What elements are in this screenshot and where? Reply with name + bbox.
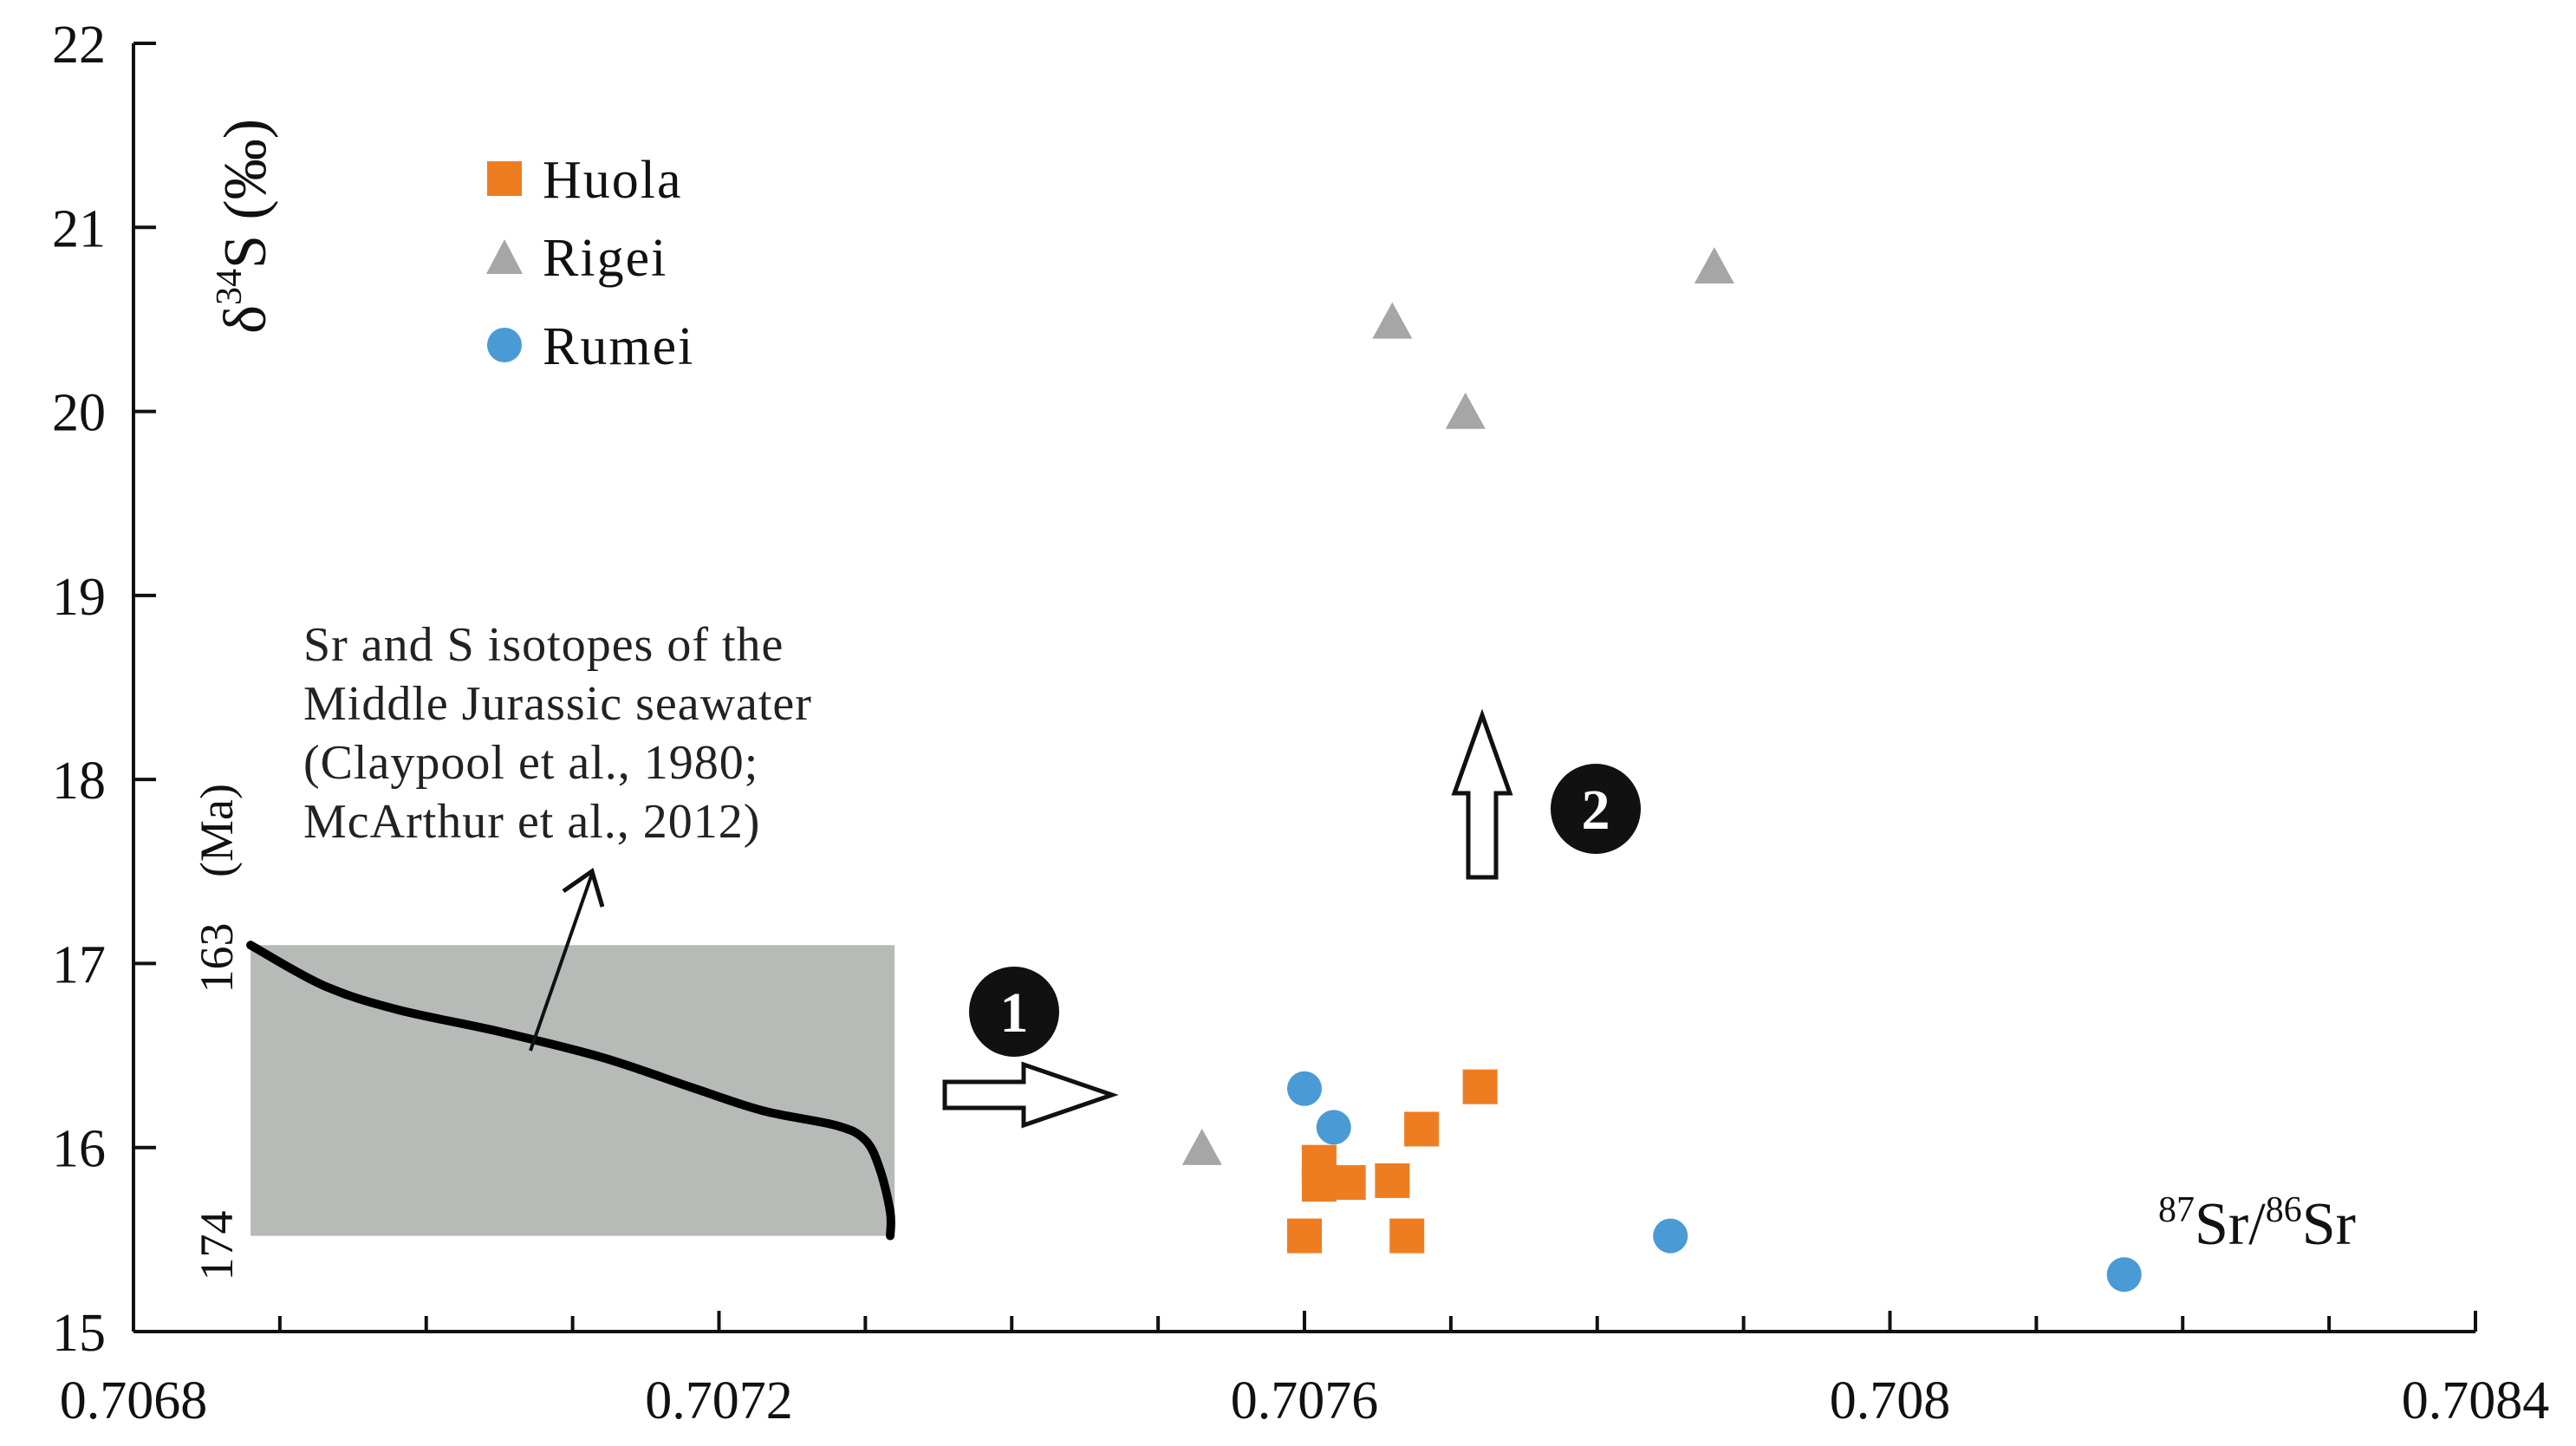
point-rumei (1653, 1218, 1688, 1254)
y-tick-label: 15 (52, 1304, 106, 1363)
note-pointer-arrow (529, 867, 605, 1052)
marker-one-label: 1 (1000, 981, 1029, 1045)
point-huola (1375, 1163, 1410, 1198)
age-top-label: 163 (191, 923, 243, 993)
point-rumei (1287, 1071, 1322, 1106)
marker-one-badge: 1 (969, 967, 1059, 1057)
seawater-reference (246, 941, 895, 1241)
legend-rumei-label: Rumei (543, 317, 694, 376)
seawater-curve (246, 941, 895, 1241)
x-tick-label: 0.7076 (1231, 1371, 1379, 1430)
up-arrow-icon (1451, 708, 1513, 880)
y-tick-label: 22 (52, 16, 106, 75)
x-tick-label: 0.7068 (60, 1371, 208, 1430)
x-tick-label: 0.708 (1830, 1371, 1951, 1430)
legend: Huola Rigei Rumei (486, 151, 694, 376)
y-axis-title: δ34S (‰) (210, 119, 279, 334)
y-tick-label: 21 (52, 199, 106, 258)
y-tick-label: 17 (52, 935, 106, 994)
point-huola (1330, 1165, 1366, 1201)
marker-two-badge: 2 (1551, 764, 1641, 854)
legend-rigei-label: Rigei (543, 229, 667, 288)
point-huola (1462, 1069, 1498, 1104)
seawater-note: Sr and S isotopes of the Middle Jurassic… (303, 618, 812, 849)
point-rumei (1316, 1110, 1351, 1145)
point-rigei (1181, 1128, 1222, 1165)
note-line-1: Sr and S isotopes of the (303, 618, 784, 672)
x-axis-title: 87Sr/86Sr (2158, 1190, 2356, 1258)
point-huola (1301, 1167, 1337, 1202)
marker-two-label: 2 (1582, 778, 1610, 842)
point-huola (1389, 1218, 1425, 1254)
axes: 0.7068 0.7072 0.7076 0.708 0.7084 15 16 17 18 19 2… (52, 16, 2549, 1430)
legend-rumei-marker (487, 328, 522, 362)
note-line-2: Middle Jurassic seawater (303, 677, 812, 731)
y-tick-label: 18 (52, 752, 106, 811)
point-huola (1404, 1111, 1440, 1147)
legend-huola-label: Huola (543, 151, 683, 210)
point-rigei (1372, 302, 1413, 339)
age-bottom-label: 174 (191, 1211, 243, 1281)
note-line-4: McArthur et al., 2012) (303, 795, 760, 849)
data-points (1181, 246, 2142, 1293)
point-rigei (1445, 392, 1486, 429)
point-rigei (1694, 246, 1734, 283)
seawater-box (250, 945, 895, 1236)
point-huola (1287, 1218, 1322, 1254)
y-tick-label: 20 (52, 384, 106, 443)
age-unit-label: (Ma) (191, 784, 243, 877)
legend-rigei-marker (486, 239, 523, 274)
x-tick-label: 0.7072 (645, 1371, 793, 1430)
y-tick-label: 16 (52, 1120, 106, 1179)
x-tick-label: 0.7084 (2402, 1371, 2550, 1430)
point-rumei (2106, 1257, 2142, 1293)
legend-huola-marker (487, 161, 522, 196)
right-arrow-icon (942, 1061, 1119, 1129)
y-tick-label: 19 (52, 568, 106, 627)
note-line-3: (Claypool et al., 1980; (303, 736, 758, 790)
